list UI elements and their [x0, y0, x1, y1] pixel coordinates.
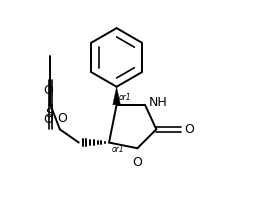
- Text: NH: NH: [149, 96, 167, 109]
- Text: or1: or1: [112, 145, 124, 154]
- Text: O: O: [44, 113, 53, 126]
- Text: or1: or1: [118, 93, 131, 102]
- Text: S: S: [45, 107, 53, 120]
- Text: O: O: [57, 112, 67, 125]
- Text: O: O: [133, 156, 142, 169]
- Text: O: O: [185, 123, 195, 136]
- Polygon shape: [113, 87, 120, 105]
- Text: O: O: [44, 84, 53, 97]
